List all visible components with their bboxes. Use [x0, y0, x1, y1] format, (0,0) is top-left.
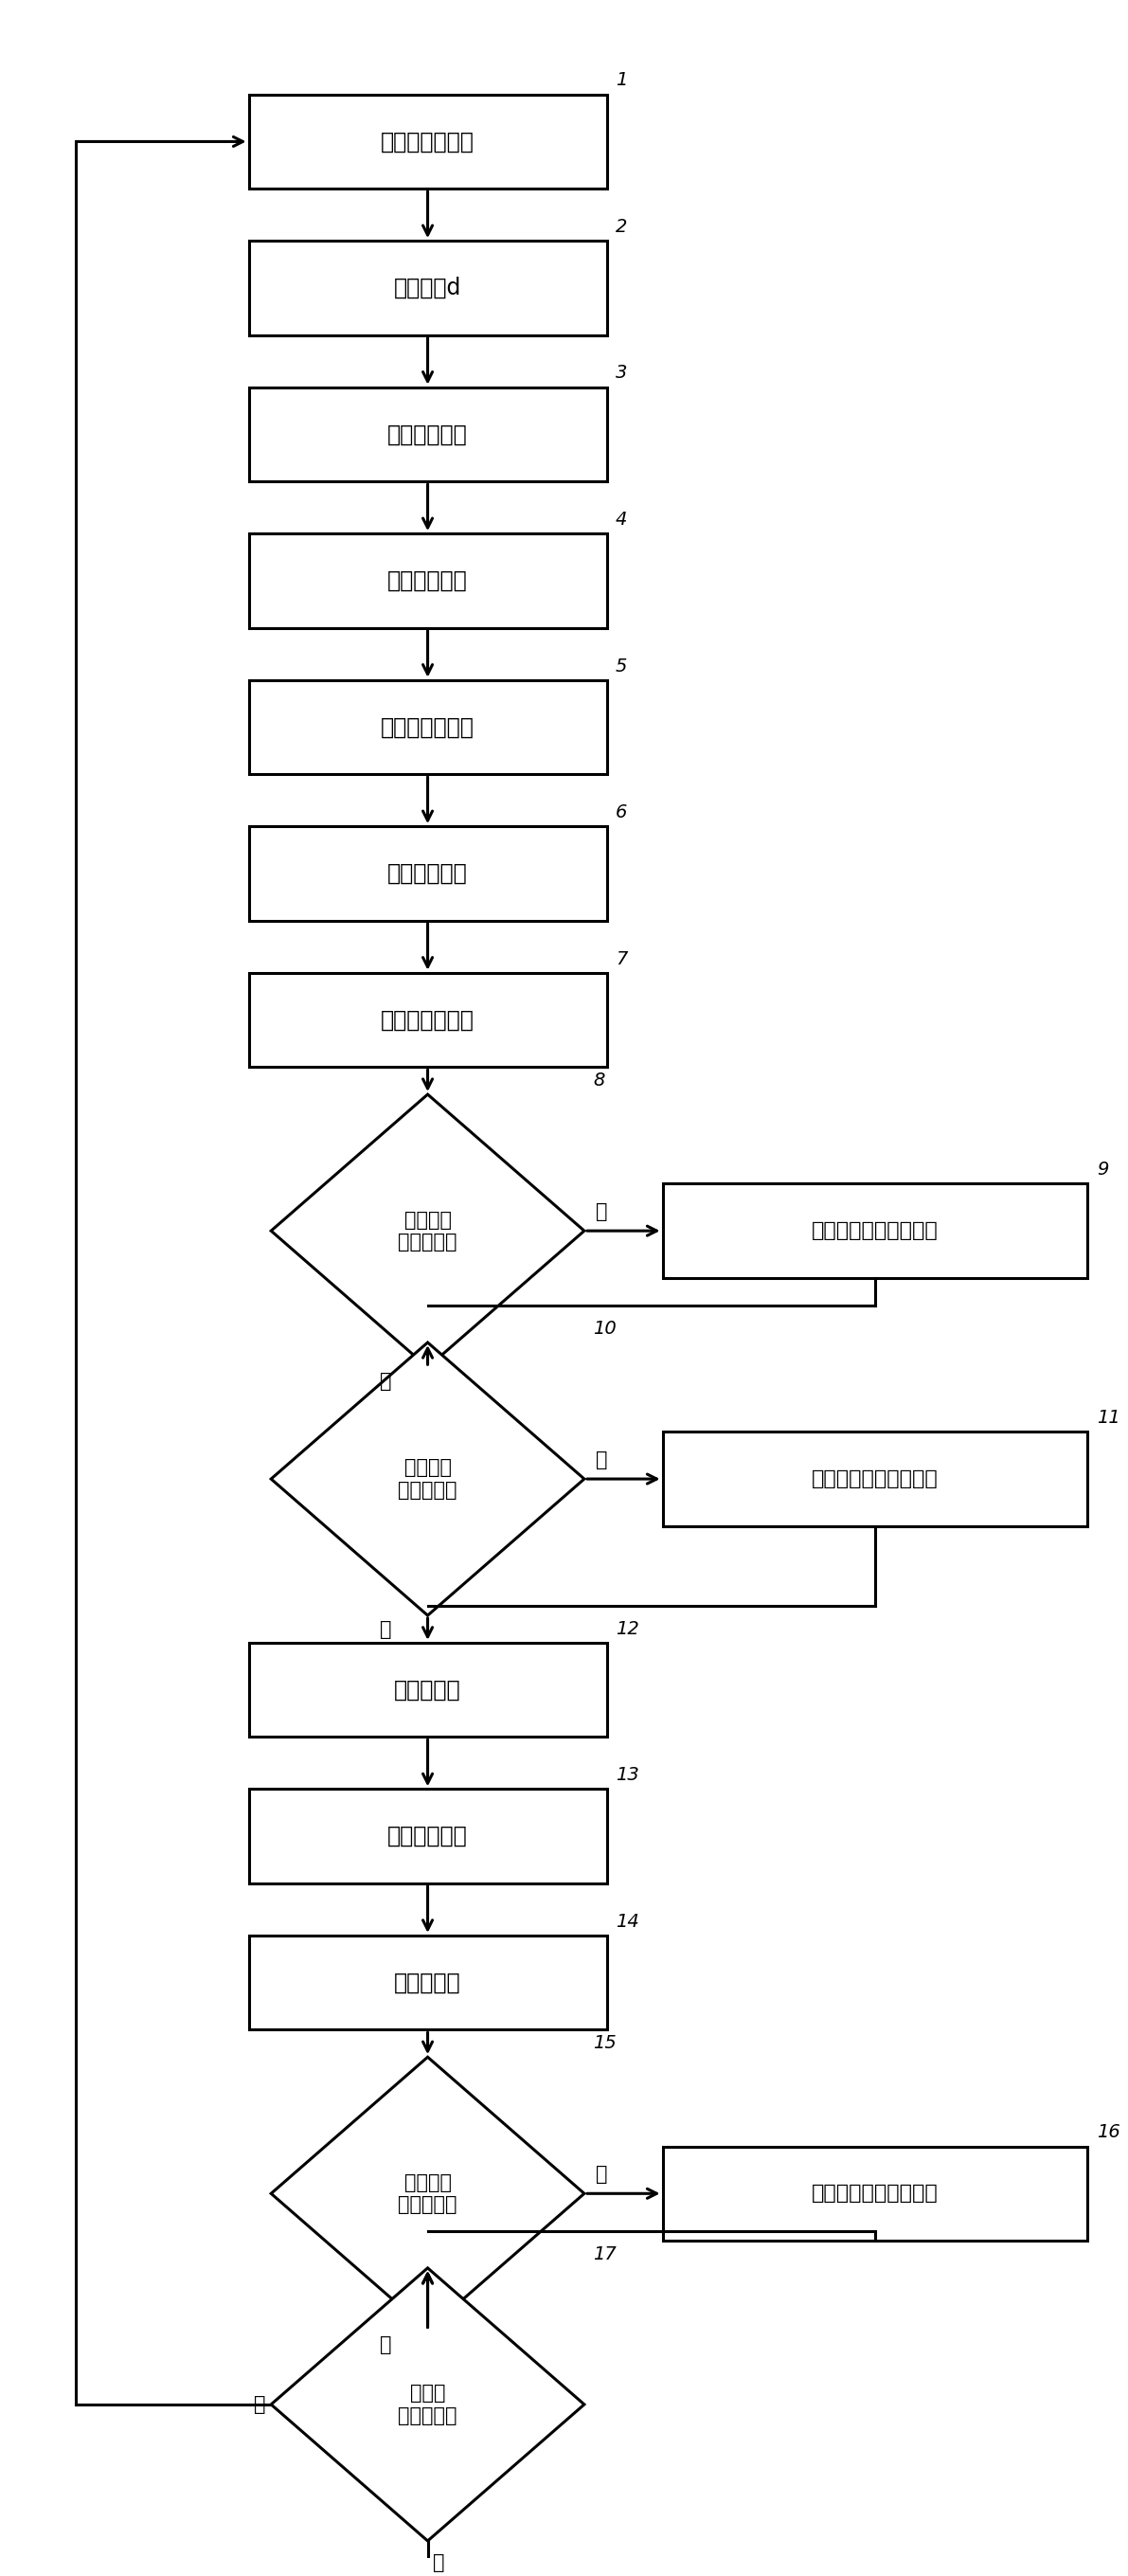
Text: 是: 是 — [596, 1450, 607, 1468]
Text: 尺寸标注
是否多余？: 尺寸标注 是否多余？ — [398, 1458, 457, 1499]
Bar — [248, 95, 607, 188]
Text: 轴线组的生成: 轴线组的生成 — [388, 1824, 468, 1847]
Text: 生成尺寸标注遗漏错误: 生成尺寸标注遗漏错误 — [812, 1221, 938, 1239]
Text: 5: 5 — [616, 657, 627, 675]
Text: 否: 否 — [380, 2334, 391, 2354]
Bar — [662, 1432, 1087, 1525]
Text: 17: 17 — [593, 2246, 617, 2262]
Bar — [248, 1643, 607, 1736]
Text: 2: 2 — [616, 219, 627, 237]
Text: 计算阈値d: 计算阈値d — [394, 276, 461, 299]
Text: 尺寸标注
是否遗漏？: 尺寸标注 是否遗漏？ — [398, 1211, 457, 1252]
Polygon shape — [271, 2058, 584, 2331]
Text: 游离线条排序: 游离线条排序 — [388, 569, 468, 592]
Bar — [248, 386, 607, 482]
Text: 否: 否 — [380, 1373, 391, 1391]
Polygon shape — [271, 1342, 584, 1615]
Text: 4: 4 — [616, 510, 627, 528]
Text: 8: 8 — [593, 1072, 605, 1090]
Text: 识别尺寸线形状: 识别尺寸线形状 — [381, 716, 475, 739]
Text: 生成尺寸线组: 生成尺寸线组 — [388, 863, 468, 886]
Text: 13: 13 — [616, 1767, 640, 1785]
Text: 3: 3 — [616, 363, 627, 381]
Text: 是: 是 — [596, 1203, 607, 1221]
Text: 是: 是 — [596, 2164, 607, 2184]
Bar — [662, 2146, 1087, 2241]
Text: 否: 否 — [254, 2396, 265, 2414]
Text: 尺寸标注
是否冲突？: 尺寸标注 是否冲突？ — [398, 2174, 457, 2213]
Text: 轴线的生成: 轴线的生成 — [394, 1680, 461, 1700]
Text: 12: 12 — [616, 1620, 640, 1638]
Bar — [248, 1790, 607, 1883]
Text: 游离线条检测: 游离线条检测 — [388, 422, 468, 446]
Text: 生成尺寸标注冲突错误: 生成尺寸标注冲突错误 — [812, 2184, 938, 2202]
Text: 14: 14 — [616, 1911, 640, 1929]
Bar — [248, 533, 607, 629]
Text: 1: 1 — [616, 72, 627, 90]
Text: 是: 是 — [433, 2553, 446, 2573]
Bar — [248, 680, 607, 775]
Text: 否: 否 — [380, 1620, 391, 1638]
Bar — [248, 974, 607, 1066]
Text: 11: 11 — [1096, 1409, 1120, 1427]
Text: 15: 15 — [593, 2035, 617, 2053]
Text: 9: 9 — [1096, 1162, 1109, 1180]
Bar — [248, 1935, 607, 2030]
Bar — [662, 1185, 1087, 1278]
Text: 轴网的生成: 轴网的生成 — [394, 1971, 461, 1994]
Text: 7: 7 — [616, 951, 627, 969]
Bar — [248, 827, 607, 920]
Text: 输入一张工程图: 输入一张工程图 — [381, 131, 475, 152]
Text: 6: 6 — [616, 804, 627, 822]
Bar — [248, 240, 607, 335]
Text: 尺寸线
遍历结束？: 尺寸线 遍历结束？ — [398, 2383, 457, 2424]
Polygon shape — [271, 2267, 584, 2540]
Text: 10: 10 — [593, 1319, 617, 1337]
Text: 生成尺寸标注多余错误: 生成尺寸标注多余错误 — [812, 1468, 938, 1489]
Text: 16: 16 — [1096, 2123, 1120, 2141]
Polygon shape — [271, 1095, 584, 1368]
Text: 尺寸标识的匹配: 尺寸标识的匹配 — [381, 1010, 475, 1030]
